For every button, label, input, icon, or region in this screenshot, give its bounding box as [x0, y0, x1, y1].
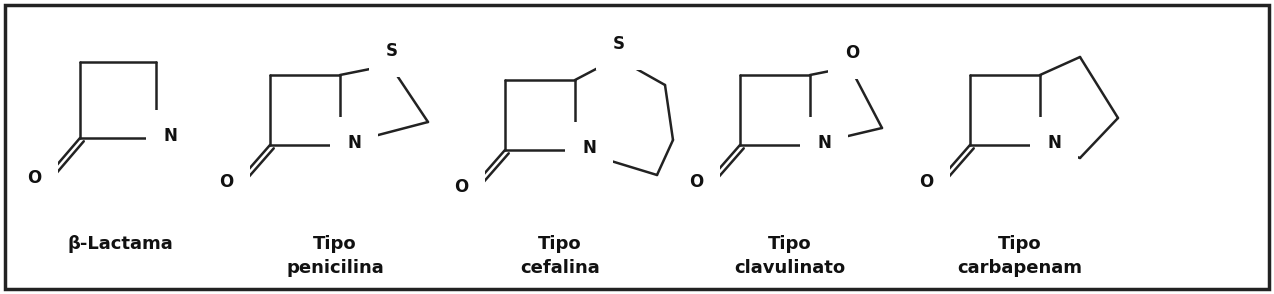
Text: O: O [27, 169, 41, 187]
Text: O: O [919, 173, 933, 191]
Text: N: N [347, 134, 361, 152]
Text: O: O [219, 173, 233, 191]
Text: O: O [689, 173, 703, 191]
Text: O: O [454, 178, 468, 196]
Text: Tipo
carbapenam: Tipo carbapenam [958, 235, 1083, 277]
Text: Tipo
penicilina: Tipo penicilina [287, 235, 383, 277]
Text: S: S [386, 42, 397, 60]
Text: N: N [817, 134, 831, 152]
Text: O: O [845, 44, 859, 62]
Text: Tipo
cefalina: Tipo cefalina [520, 235, 600, 277]
Text: N: N [1047, 134, 1061, 152]
Text: β-Lactama: β-Lactama [68, 235, 173, 253]
Text: N: N [163, 127, 177, 145]
Text: S: S [613, 35, 626, 53]
Text: N: N [582, 139, 596, 157]
Text: Tipo
clavulinato: Tipo clavulinato [734, 235, 846, 277]
